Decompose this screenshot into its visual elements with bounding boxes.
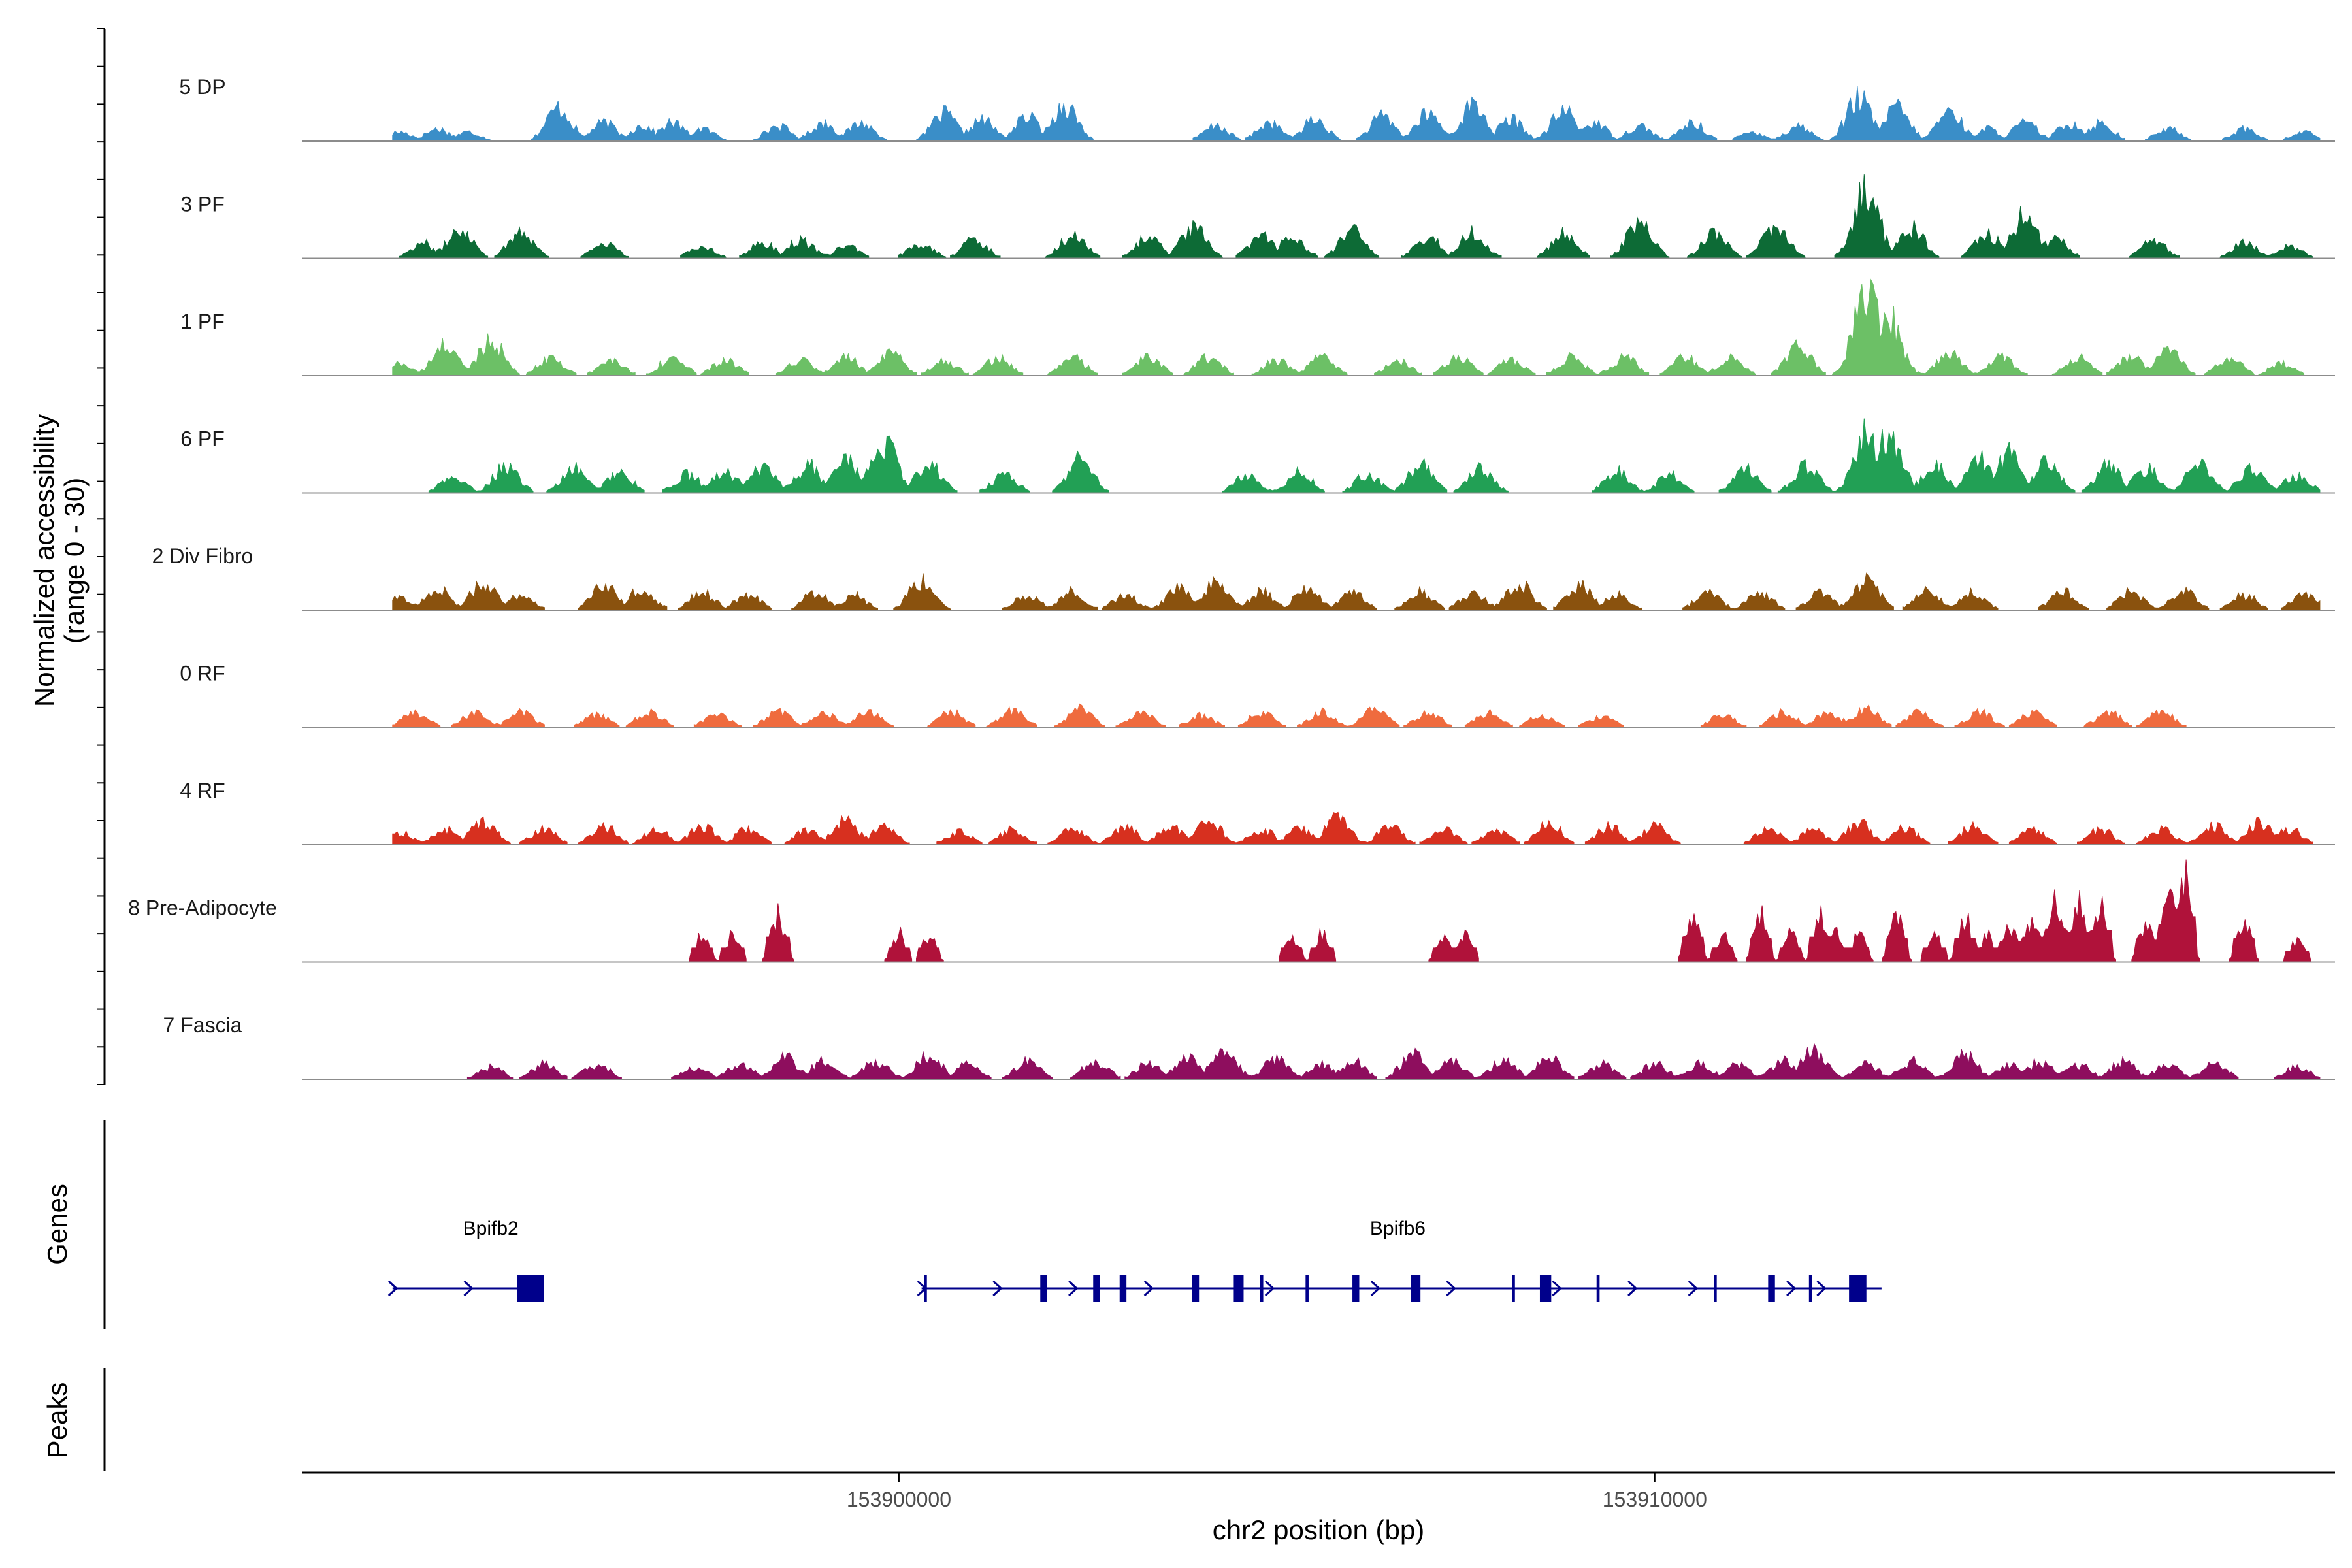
gene-bpifb6: Bpifb6 — [917, 1218, 1882, 1302]
x-tick-label: 153900000 — [847, 1488, 951, 1511]
x-axis-title: chr2 position (bp) — [1213, 1514, 1425, 1545]
track-label-3-pf: 3 PF — [180, 193, 225, 216]
strand-arrow — [1627, 1280, 1638, 1297]
track-6-pf — [302, 418, 2335, 494]
gene-label-bpifb6: Bpifb6 — [1370, 1218, 1426, 1239]
exon — [1849, 1275, 1867, 1302]
coverage-area-4-rf — [392, 811, 2313, 845]
coverage-area-8-pre-adipocyte — [689, 859, 2311, 962]
strand-arrow — [992, 1280, 1003, 1297]
coverage-area-6-pf — [428, 418, 2321, 493]
coverage-area-7-fascia — [466, 1043, 2321, 1080]
strand-arrow — [1264, 1280, 1275, 1297]
strand-arrow — [1816, 1280, 1827, 1297]
track-8-pre-adipocyte — [302, 859, 2335, 963]
track-label-7-fascia: 7 Fascia — [163, 1013, 242, 1037]
track-0-rf — [302, 703, 2335, 728]
track-label-6-pf: 6 PF — [180, 427, 225, 451]
peaks-axis-title: Peaks — [42, 1382, 73, 1459]
exon — [1808, 1275, 1812, 1302]
strand-arrow — [1786, 1280, 1797, 1297]
track-7-fascia — [302, 1043, 2335, 1080]
exon — [1352, 1275, 1360, 1302]
strand-arrow — [1068, 1280, 1079, 1297]
track-label-0-rf: 0 RF — [180, 662, 225, 685]
track-4-rf — [302, 811, 2335, 845]
gene-label-bpifb2: Bpifb2 — [463, 1218, 519, 1239]
track-label-2-div-fibro: 2 Div Fibro — [152, 544, 253, 568]
strand-arrow — [1370, 1280, 1380, 1297]
exon — [1305, 1275, 1309, 1302]
track-1-pf — [302, 278, 2335, 376]
exon — [1260, 1275, 1264, 1302]
coverage-area-1-pf — [392, 278, 2305, 376]
exon — [517, 1275, 544, 1302]
strand-arrow — [1688, 1280, 1698, 1297]
exon — [1714, 1275, 1717, 1302]
x-axis-ticks: 153900000 153910000 — [847, 1473, 1707, 1511]
x-tick-label: 153910000 — [1603, 1488, 1707, 1511]
exon — [1512, 1275, 1515, 1302]
exon — [1233, 1275, 1244, 1302]
track-label-5-dp: 5 DP — [179, 75, 225, 99]
strand-arrow — [463, 1280, 474, 1297]
y-axis-title: Normalized accessibility — [29, 414, 59, 707]
exon — [1040, 1275, 1047, 1302]
track-label-4-rf: 4 RF — [180, 779, 225, 802]
exon — [1539, 1275, 1552, 1302]
strand-arrow — [1552, 1280, 1562, 1297]
y-axis-title-range: (range 0 - 30) — [59, 478, 90, 644]
exon — [1119, 1275, 1127, 1302]
track-5-dp — [302, 86, 2335, 142]
track-2-div-fibro — [302, 572, 2335, 611]
track-label-8-pre-adipocyte: 8 Pre-Adipocyte — [128, 896, 277, 920]
exon — [1192, 1275, 1200, 1302]
track-label-1-pf: 1 PF — [180, 310, 225, 333]
y-axis-ticks — [97, 28, 105, 1085]
exon — [1093, 1275, 1100, 1302]
exon — [1411, 1275, 1421, 1302]
coverage-area-0-rf — [392, 703, 2187, 728]
coverage-area-3-pf — [399, 174, 2313, 259]
coverage-area-5-dp — [392, 86, 2321, 142]
strand-arrow — [1446, 1280, 1456, 1297]
y-axis — [97, 28, 106, 1085]
coverage-tracks — [302, 86, 2335, 1080]
genes-axis-title: Genes — [42, 1184, 73, 1265]
strand-arrow — [387, 1280, 399, 1297]
gene-annotations: Bpifb2 Bpifb6 — [387, 1218, 1882, 1302]
coverage-area-2-div-fibro — [392, 572, 2321, 611]
exon — [924, 1275, 927, 1302]
track-3-pf — [302, 174, 2335, 259]
exon — [1596, 1275, 1600, 1302]
strand-arrow — [1143, 1280, 1154, 1297]
track-labels: 5 DP 3 PF 1 PF 6 PF 2 Div Fibro 0 RF 4 RF 8 Pre… — [128, 75, 277, 1037]
gene-bpifb2: Bpifb2 — [387, 1218, 544, 1302]
exon — [1768, 1275, 1775, 1302]
